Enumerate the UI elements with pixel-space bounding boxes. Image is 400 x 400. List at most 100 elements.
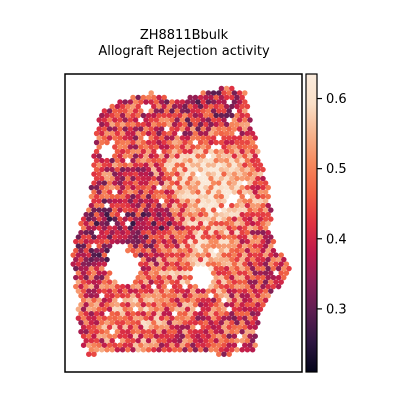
spatial-spot xyxy=(223,310,230,317)
spatial-spot xyxy=(130,301,136,308)
spatial-spot xyxy=(255,292,261,299)
spatial-spot xyxy=(151,202,157,209)
spatial-spot xyxy=(106,189,113,195)
spatial-spot xyxy=(239,121,245,128)
spatial-spot xyxy=(78,319,84,326)
spatial-spot xyxy=(104,175,110,182)
spatial-spot xyxy=(182,148,188,155)
spatial-spot xyxy=(138,126,144,132)
spatial-spot xyxy=(197,229,204,236)
spatial-spot xyxy=(229,121,235,128)
spatial-spot xyxy=(210,180,217,186)
spatial-spot xyxy=(161,238,167,245)
spatial-spot xyxy=(130,337,136,344)
spatial-spot xyxy=(265,229,271,236)
spatial-spot xyxy=(192,157,199,164)
spatial-spot xyxy=(205,216,212,222)
spatial-spot xyxy=(174,234,180,240)
spatial-spot xyxy=(130,292,136,299)
spatial-spot xyxy=(171,175,178,182)
spatial-spot xyxy=(182,184,188,191)
spatial-spot xyxy=(179,135,186,141)
spatial-spot xyxy=(88,301,95,308)
spatial-spot xyxy=(234,310,240,317)
spatial-spot xyxy=(166,310,173,317)
spatial-spot xyxy=(281,274,287,281)
spatial-spot xyxy=(88,328,95,335)
spatial-spot xyxy=(143,207,149,213)
spatial-spot xyxy=(192,184,199,191)
spatial-spot xyxy=(208,103,214,110)
spatial-spot xyxy=(143,261,149,267)
spatial-spot xyxy=(218,211,225,218)
spatial-spot xyxy=(216,198,222,204)
spatial-spot xyxy=(239,346,245,353)
spatial-spot xyxy=(213,211,219,218)
spatial-spot xyxy=(187,337,193,344)
spatial-spot xyxy=(205,207,212,213)
spatial-spot xyxy=(161,130,167,137)
spatial-spot xyxy=(83,247,89,254)
spatial-spot xyxy=(255,310,261,317)
spatial-spot xyxy=(158,117,165,123)
spatial-spot xyxy=(260,256,266,263)
spatial-spot xyxy=(104,256,110,263)
spatial-spot xyxy=(192,202,199,209)
spatial-spot xyxy=(190,117,196,123)
spatial-spot xyxy=(182,247,188,254)
spatial-spot xyxy=(179,153,186,159)
spatial-spot xyxy=(260,301,266,308)
spatial-spot xyxy=(195,189,201,195)
spatial-spot xyxy=(208,94,214,101)
spatial-spot xyxy=(249,283,256,290)
spatial-spot xyxy=(138,144,144,150)
spatial-spot xyxy=(135,283,141,290)
spatial-spot xyxy=(161,193,167,200)
spatial-spot xyxy=(268,234,274,240)
spatial-spot xyxy=(242,216,248,222)
spatial-spot xyxy=(104,211,110,218)
spatial-spot xyxy=(174,117,180,123)
spatial-spot xyxy=(247,261,253,267)
spatial-spot xyxy=(182,166,188,173)
spatial-spot xyxy=(229,166,235,173)
spatial-spot xyxy=(135,139,141,146)
spatial-spot xyxy=(122,162,128,168)
spatial-spot xyxy=(166,130,173,137)
spatial-spot xyxy=(208,193,214,200)
spatial-spot xyxy=(156,175,162,182)
spatial-spot xyxy=(192,319,199,326)
spatial-spot xyxy=(249,211,256,218)
spatial-spot xyxy=(177,238,183,245)
spatial-spot xyxy=(184,144,191,150)
spatial-spot xyxy=(135,121,141,128)
spatial-spot xyxy=(210,234,217,240)
spatial-spot xyxy=(247,198,253,204)
spatial-spot xyxy=(192,283,199,290)
spatial-spot xyxy=(179,342,186,348)
chart-title-line-1: ZH8811Bbulk xyxy=(140,28,229,43)
spatial-spot xyxy=(171,166,178,173)
spatial-spot xyxy=(153,171,160,177)
spatial-spot xyxy=(236,261,243,267)
spatial-spot xyxy=(151,166,157,173)
spatial-spot xyxy=(174,252,180,258)
spatial-spot xyxy=(213,184,219,191)
spatial-spot xyxy=(242,144,248,150)
spatial-spot xyxy=(171,319,178,326)
spatial-spot xyxy=(197,220,204,227)
spatial-spot xyxy=(109,238,115,245)
spatial-spot xyxy=(106,162,113,168)
spatial-spot xyxy=(106,342,113,348)
spatial-spot xyxy=(132,144,139,150)
spatial-spot xyxy=(210,207,217,213)
spatial-spot xyxy=(187,292,193,299)
spatial-spot xyxy=(91,216,97,222)
spatial-spot xyxy=(257,243,264,249)
spatial-spot xyxy=(218,85,225,92)
spatial-spot xyxy=(221,117,227,123)
spatial-spot xyxy=(236,153,243,159)
spatial-spot xyxy=(135,148,141,155)
spatial-spot xyxy=(112,198,118,204)
